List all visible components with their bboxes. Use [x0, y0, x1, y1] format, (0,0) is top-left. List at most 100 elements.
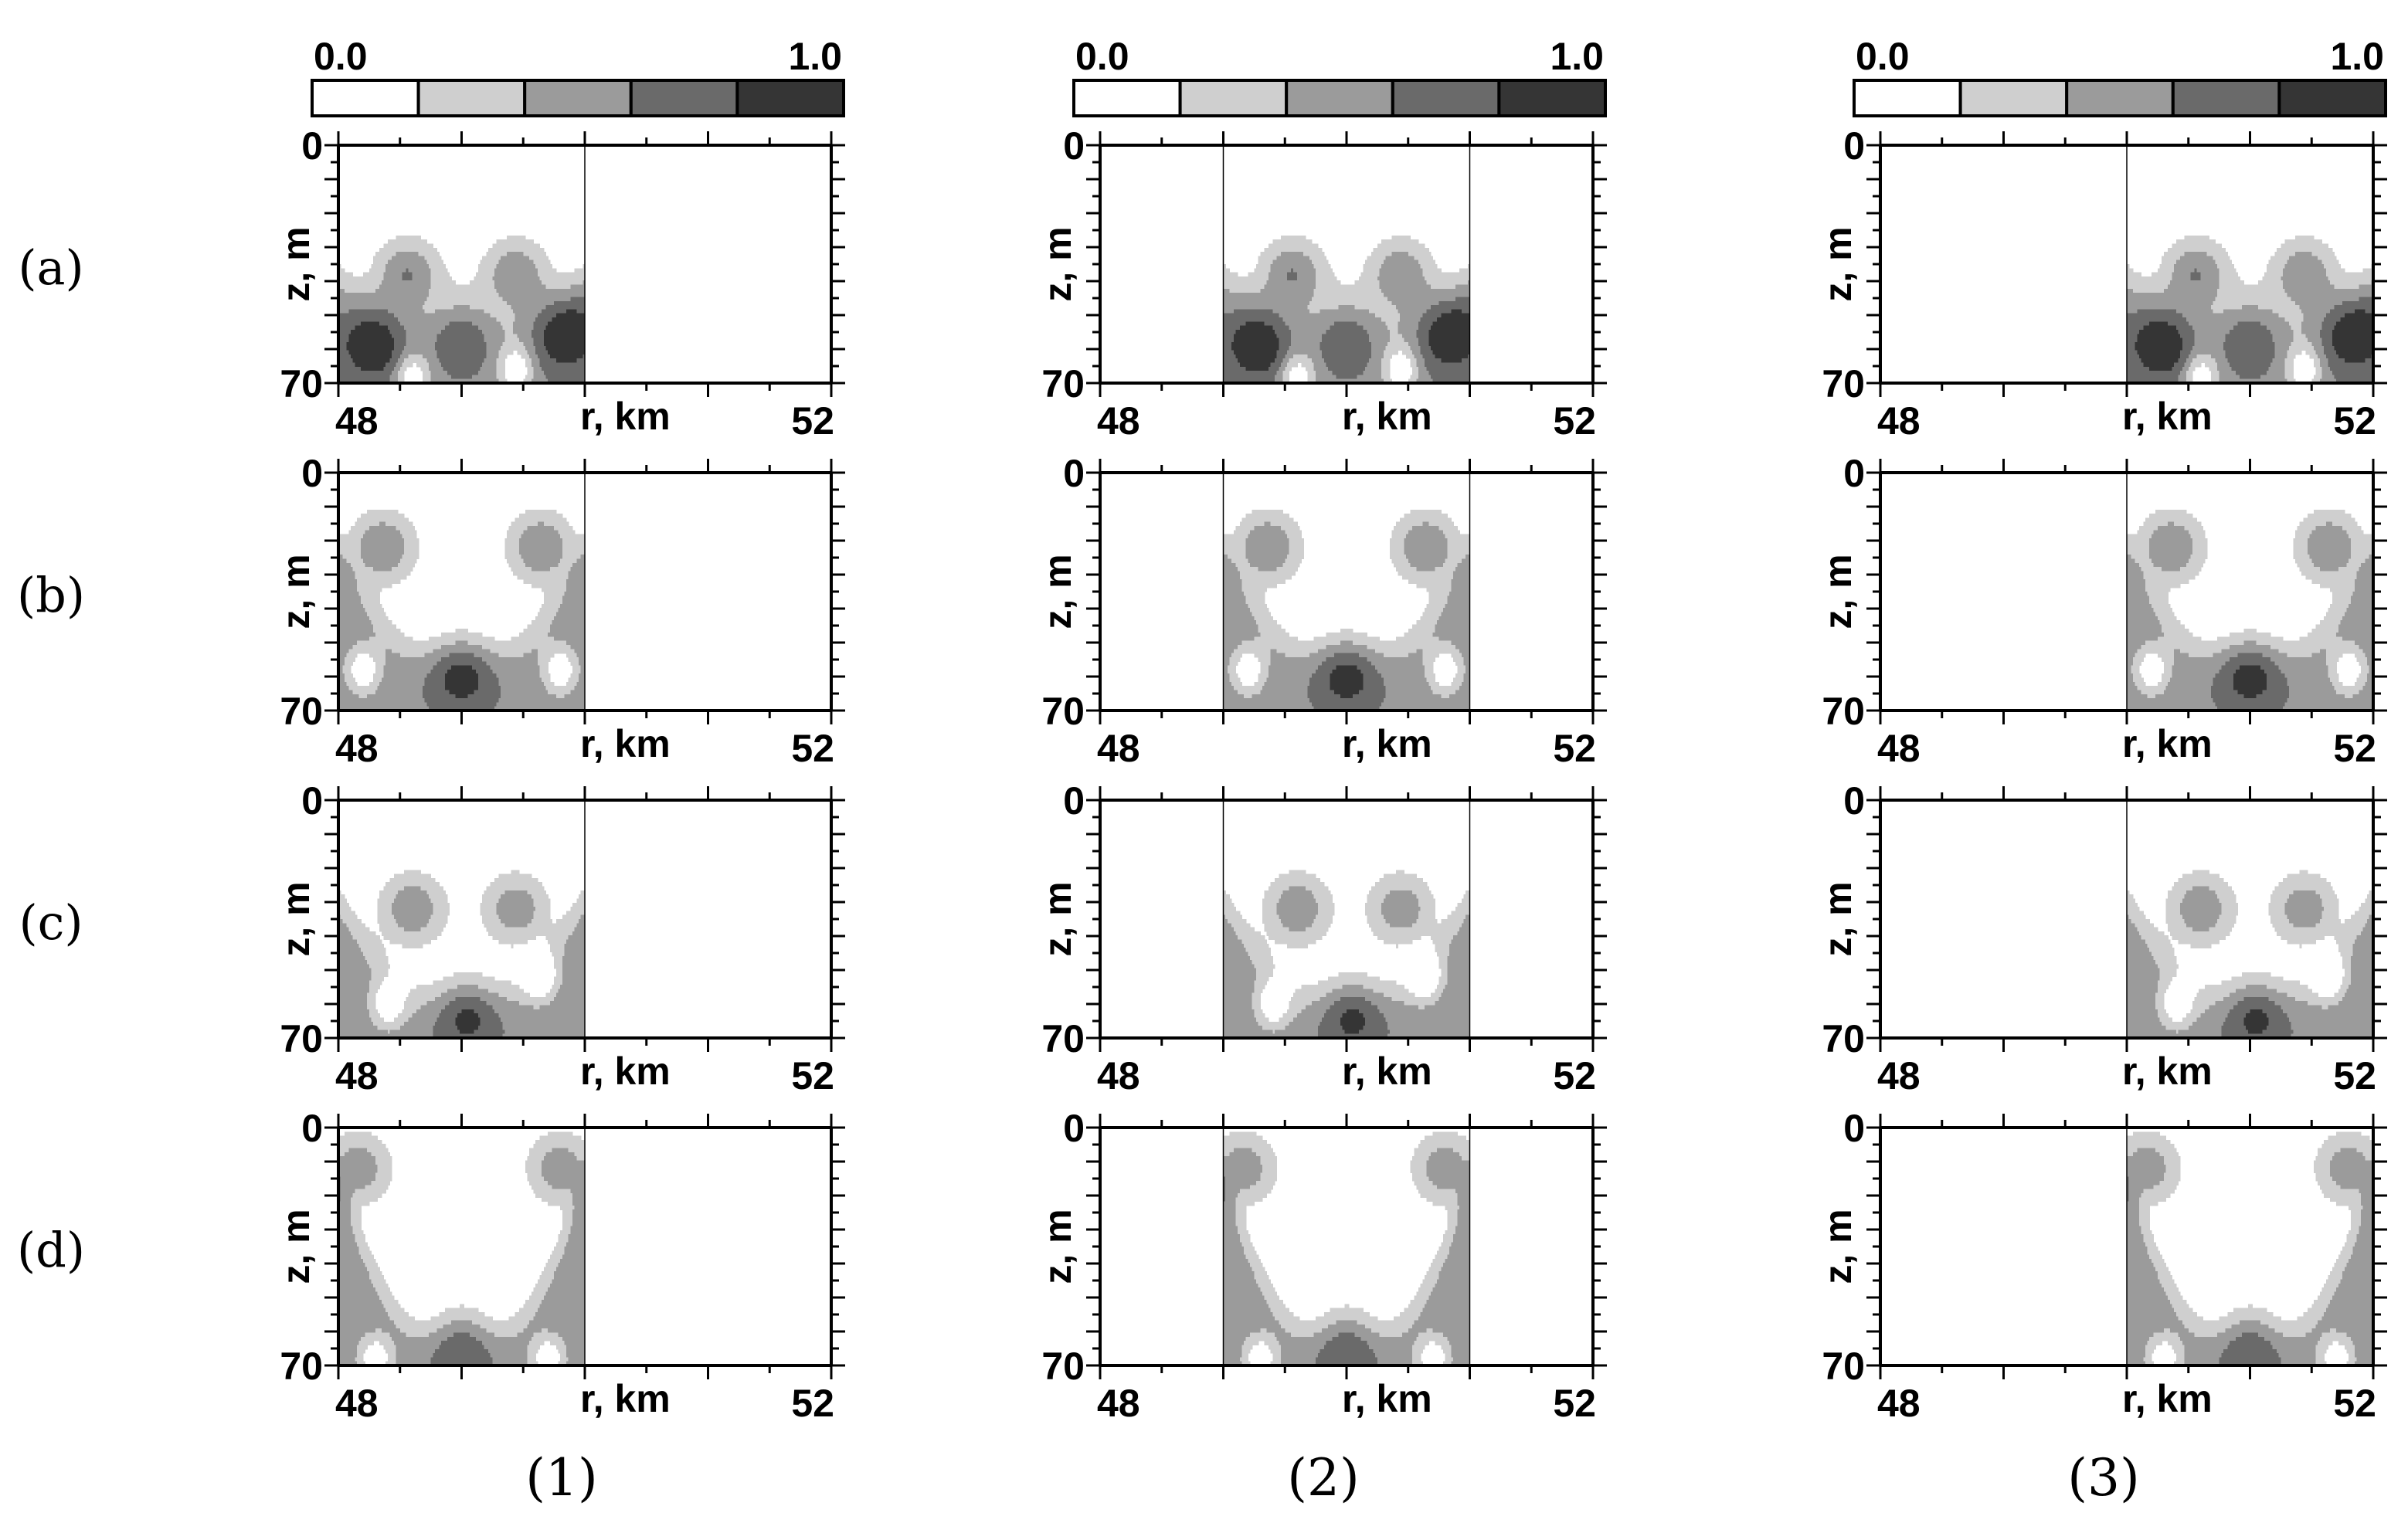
field-cell [2159, 1279, 2175, 1284]
field-cell [504, 334, 518, 339]
field-cell [477, 264, 498, 269]
field-cell [2350, 972, 2374, 977]
field-cell [2147, 694, 2156, 699]
field-cell [1225, 1189, 1241, 1194]
field-cell [1223, 649, 1235, 654]
field-cell [375, 252, 397, 256]
field-cell [572, 1217, 586, 1223]
field-cell [1326, 656, 1368, 662]
field-cell [2318, 354, 2327, 359]
field-cell [2284, 264, 2325, 269]
field-cell [2260, 665, 2280, 670]
field-cell [1326, 362, 1368, 368]
field-cell [412, 276, 432, 281]
field-cell [2349, 1230, 2359, 1235]
field-cell [542, 1160, 586, 1165]
field-cell [1330, 1308, 1364, 1313]
field-cell [2293, 334, 2306, 339]
field-cell [552, 984, 561, 989]
field-cell [2284, 375, 2294, 380]
field-cell [1317, 907, 1335, 911]
field-cell [1447, 960, 1471, 965]
field-cell [2182, 346, 2193, 351]
field-cell [1223, 1230, 1238, 1235]
field-cell [1309, 698, 1384, 703]
field-cell [1250, 608, 1269, 613]
field-cell [496, 264, 536, 269]
field-cell [2270, 645, 2359, 650]
field-cell [428, 919, 448, 924]
field-cell [2369, 890, 2374, 895]
field-cell [443, 366, 481, 371]
field-cell [2169, 1328, 2189, 1334]
field-cell [2163, 288, 2218, 293]
y-tick-label-max: 70 [280, 362, 323, 405]
colorbar-level-3 [629, 79, 739, 117]
field-cell [1432, 378, 1471, 384]
field-cell [2188, 321, 2239, 327]
field-cell [1332, 1336, 1362, 1342]
field-cell [1289, 550, 1304, 555]
field-cell [1404, 546, 1448, 551]
field-cell [1418, 914, 1435, 920]
field-cell [358, 943, 385, 948]
field-cell [543, 592, 565, 596]
field-cell [1363, 673, 1382, 679]
field-cell [1389, 923, 1413, 928]
field-cell [496, 673, 541, 679]
field-cell [379, 890, 399, 895]
field-cell [1223, 571, 1241, 576]
field-cell [511, 305, 547, 310]
y-tick-label-min: 0 [1063, 452, 1085, 495]
field-cell [1422, 313, 1442, 318]
field-cell [1223, 640, 1243, 646]
field-cell [1432, 321, 1471, 327]
field-cell [490, 649, 532, 654]
field-cell [2210, 690, 2239, 695]
field-cell [338, 375, 391, 380]
field-cell [1245, 546, 1290, 551]
field-cell [1377, 669, 1425, 674]
field-cell [2321, 1189, 2359, 1194]
field-cell [2213, 256, 2230, 261]
field-cell [1406, 534, 1446, 539]
field-cell [338, 1270, 370, 1276]
colorbar-min-label: 0.0 [1856, 35, 1910, 78]
field-cell [2127, 305, 2212, 310]
field-cell [1442, 989, 1471, 994]
field-cell [338, 698, 426, 703]
field-cell [535, 616, 555, 621]
field-cell [1270, 649, 1278, 654]
field-cell [447, 1336, 477, 1342]
field-cell [535, 907, 551, 911]
field-cell [2336, 1201, 2362, 1206]
colorbar-level-2 [1285, 79, 1394, 117]
field-cell [492, 243, 541, 249]
field-cell [1425, 1135, 1466, 1141]
field-cell [1252, 996, 1261, 1002]
field-cell [1276, 256, 1310, 261]
field-cell [1438, 1270, 1471, 1276]
field-cell [518, 1001, 551, 1006]
field-cell [1461, 898, 1471, 904]
field-cell [484, 358, 498, 364]
field-cell [385, 656, 442, 662]
field-cell [2365, 681, 2374, 687]
field-cell [373, 259, 389, 265]
field-cell [1453, 935, 1471, 941]
field-cell [531, 1291, 547, 1297]
field-cell [1297, 1013, 1325, 1019]
field-cell [1289, 546, 1304, 551]
field-cell [1223, 1181, 1226, 1185]
field-cell [543, 1156, 577, 1162]
field-cell [2237, 690, 2264, 695]
field-cell [1297, 272, 1316, 277]
field-cell [361, 1254, 374, 1260]
field-cell [338, 955, 366, 961]
field-cell [1398, 321, 1419, 327]
field-cell [2216, 366, 2233, 371]
field-cell [385, 1361, 397, 1366]
field-cell [338, 931, 352, 936]
field-cell [2334, 346, 2374, 351]
